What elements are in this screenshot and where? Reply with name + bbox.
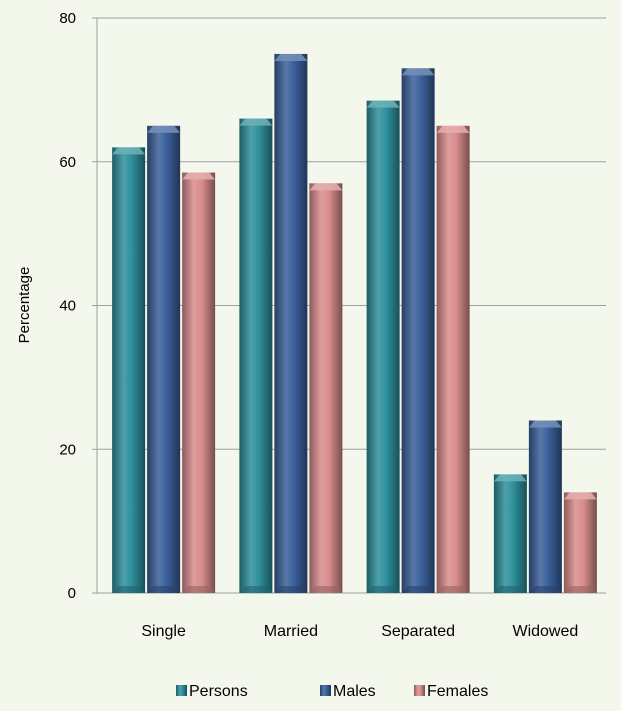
- bar-cap: [493, 474, 527, 482]
- y-axis-label: Percentage: [16, 267, 33, 344]
- bar-females-separated: [436, 125, 470, 593]
- bar-base: [366, 586, 400, 593]
- bar-cap: [401, 68, 435, 76]
- legend: Persons Males Females: [176, 683, 488, 700]
- bar-cap: [366, 100, 400, 108]
- bar-base: [436, 586, 470, 593]
- legend-swatch: [176, 685, 187, 696]
- bar-base: [493, 586, 527, 593]
- bar-females-single: [182, 172, 216, 593]
- bar-cap: [112, 147, 146, 155]
- bar-males-married: [274, 53, 308, 593]
- axes: Percentage 0 20 40 60 80 Single Married Separat…: [16, 10, 578, 640]
- x-tick-label: Separated: [381, 623, 455, 640]
- bar-cap: [147, 125, 181, 133]
- bar-cap: [563, 492, 597, 500]
- bar-base: [528, 586, 562, 593]
- y-tick-label: 0: [68, 585, 76, 602]
- y-tick-label: 80: [59, 10, 76, 27]
- y-tick-label: 40: [59, 298, 76, 315]
- x-tick-label: Married: [264, 623, 318, 640]
- legend-item: Males: [320, 683, 376, 700]
- legend-swatch: [414, 685, 425, 696]
- bar-cap: [274, 53, 308, 61]
- bar-cap: [182, 172, 216, 180]
- bar-cap: [436, 125, 470, 133]
- bar-males-widowed: [528, 420, 562, 593]
- bar-persons-married: [239, 118, 273, 593]
- x-tick-label: Single: [141, 623, 186, 640]
- legend-item: Females: [414, 683, 488, 700]
- bar-cap: [239, 118, 273, 126]
- bar-males-separated: [401, 68, 435, 593]
- bar-base: [563, 586, 597, 593]
- bar-persons-widowed: [493, 474, 527, 593]
- bars: [112, 53, 597, 593]
- bar-base: [182, 586, 216, 593]
- y-tick-label: 60: [59, 154, 76, 171]
- bar-cap: [309, 183, 343, 191]
- bar-base: [147, 586, 181, 593]
- bar-males-single: [147, 125, 181, 593]
- legend-swatch: [320, 685, 331, 696]
- legend-label: Persons: [189, 683, 248, 700]
- bar-females-married: [309, 183, 343, 593]
- legend-label: Females: [427, 683, 488, 700]
- bar-persons-single: [112, 147, 146, 593]
- bar-base: [112, 586, 146, 593]
- bar-base: [239, 586, 273, 593]
- y-tick-label: 20: [59, 441, 76, 458]
- bar-base: [274, 586, 308, 593]
- bar-base: [401, 586, 435, 593]
- legend-item: Persons: [176, 683, 248, 700]
- bar-persons-separated: [366, 100, 400, 593]
- bar-cap: [528, 420, 562, 428]
- x-tick-label: Widowed: [512, 623, 578, 640]
- bar-base: [309, 586, 343, 593]
- legend-label: Males: [333, 683, 376, 700]
- bar-females-widowed: [563, 492, 597, 593]
